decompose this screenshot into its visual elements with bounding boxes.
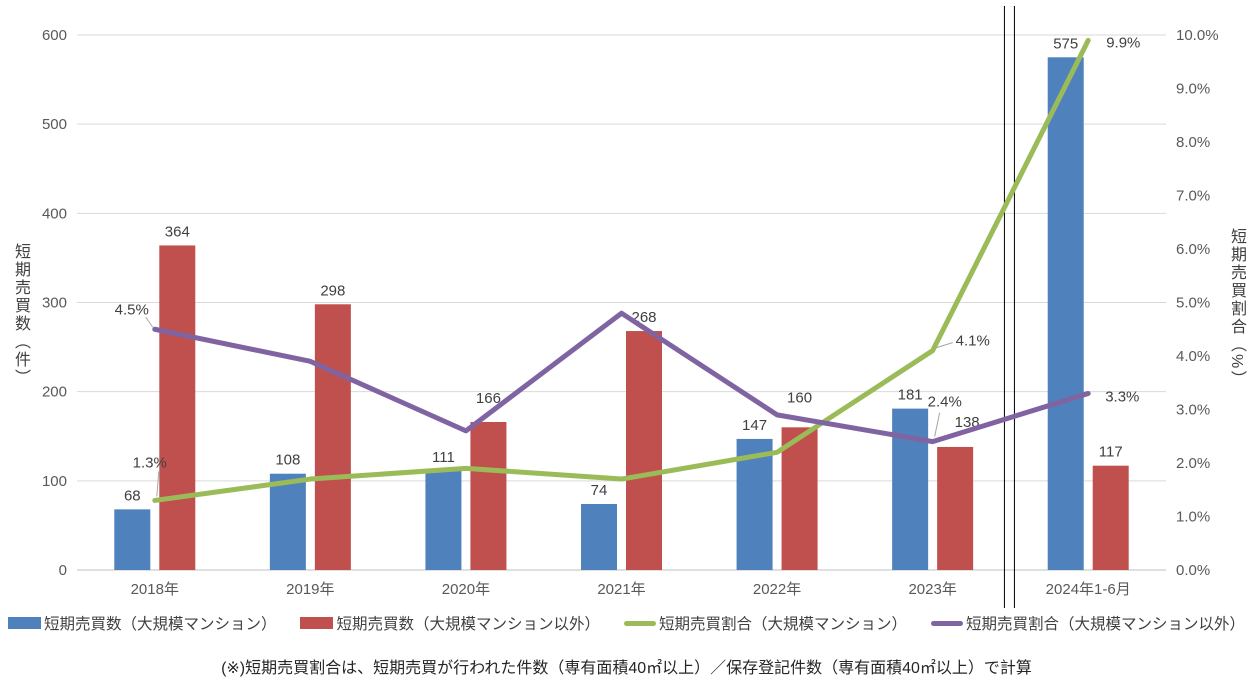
bar-value-label: 111 [432,449,455,466]
bar-value-label: 147 [742,417,767,434]
bar-value-label: 108 [275,452,300,469]
line-series-0 [152,37,1091,503]
bar-0-5 [892,408,929,570]
chart-legend: 短期売買数（大規模マンション） 短期売買数（大規模マンション以外） 短期売買割合（大… [0,612,1253,634]
left-axis-tick-label: 200 [42,384,67,401]
bar-1-0 [159,245,196,570]
legend-label: 短期売買割合（大規模マンション） [659,616,908,633]
bar-0-6 [1047,57,1084,570]
right-axis-tick-label: 2.0% [1176,455,1210,472]
legend-item-1: 短期売買数（大規模マンション以外） [300,612,600,634]
legend-item-3: 短期売買割合（大規模マンション以外） [931,612,1245,634]
bar-0-3 [581,504,617,570]
bar-1-2 [470,421,507,570]
bar-value-label: 68 [124,487,141,504]
legend-label: 短期売買数（大規模マンション） [43,616,277,633]
legend-bar-swatch [300,617,334,629]
bar-1-4 [781,427,818,570]
legend-item-2: 短期売買割合（大規模マンション） [624,612,907,634]
line-value-label: 4.5% [115,301,149,318]
bar-value-label: 575 [1053,35,1078,52]
right-axis-tick-label: 1.0% [1176,509,1210,526]
right-axis-tick-label: 8.0% [1176,134,1210,151]
bar-0-4 [736,438,773,570]
bar-value-label: 117 [1099,444,1123,461]
x-axis-category-label: 2019年 [286,581,334,598]
left-axis-tick-label: 500 [42,116,67,133]
left-axis-tick-label: 600 [42,27,67,44]
right-axis-tick-label: 3.0% [1176,402,1210,419]
right-axis-tick-label: 7.0% [1176,188,1210,205]
bar-value-label: 74 [591,482,608,499]
bar-value-label: 160 [787,389,812,406]
right-axis-tick-label: 10.0% [1176,27,1219,44]
left-axis-title: 短期売買数（件） [12,243,29,387]
x-axis-category-label: 2023年 [908,581,956,598]
label-leader-line [934,412,941,437]
combo-chart-plot-area: 0 100 200 300 400 500 600 0.0% 1.0% 2.0% 3.0% 4.0% 5… [42,6,1219,608]
right-axis-tick-label: 5.0% [1176,295,1210,312]
bar-1-6 [1092,465,1129,570]
label-leader-line [156,471,160,497]
bar-1-3 [626,331,662,570]
bar-1-5 [937,446,974,570]
left-axis-tick-label: 400 [42,205,67,222]
left-axis-tick-label: 100 [42,473,67,490]
bar-value-label: 166 [476,390,501,407]
left-axis-tick-label: 0 [59,562,67,579]
line-value-label: 9.9% [1106,34,1140,51]
line-value-label: 1.3% [133,454,167,471]
bar-0-1 [269,473,306,570]
legend-item-0: 短期売買数（大規模マンション） [7,612,277,634]
right-axis-tick-label: 6.0% [1176,241,1210,258]
bar-value-label: 364 [165,223,190,240]
legend-bar-swatch [7,617,41,629]
right-axis-title: 短期売買割合（%） [1228,228,1245,389]
bar-0-2 [425,471,462,570]
line-value-label: 3.3% [1105,388,1139,405]
line-value-label: 2.4% [928,394,962,411]
x-axis-category-label: 2018年 [131,581,179,598]
legend-line-swatch [931,620,964,626]
left-axis-tick-label: 300 [42,295,67,312]
bar-value-label: 181 [898,387,923,404]
x-axis-category-label: 2024年1-6月 [1046,581,1131,598]
x-axis-category-label: 2021年 [597,581,645,598]
legend-label: 短期売買割合（大規模マンション以外） [966,616,1246,633]
bar-1-1 [314,304,351,570]
bar-value-label: 298 [320,282,345,299]
label-leader-line [145,316,154,328]
label-leader-line [936,342,953,349]
chart-footnote: (※)短期売買割合は、短期売買が行われた件数（専有面積40㎡以上）／保存登記件数… [221,660,1032,677]
x-axis-category-label: 2022年 [753,581,801,598]
bar-0-0 [114,509,151,570]
line-series-1 [152,310,1091,445]
legend-label: 短期売買数（大規模マンション以外） [336,616,600,633]
legend-line-swatch [624,620,656,626]
right-axis-tick-label: 4.0% [1176,348,1210,365]
right-axis-tick-label: 0.0% [1176,562,1210,579]
line-value-label: 4.1% [956,333,990,350]
right-axis-tick-label: 9.0% [1176,81,1210,98]
x-axis-category-label: 2020年 [442,581,490,598]
